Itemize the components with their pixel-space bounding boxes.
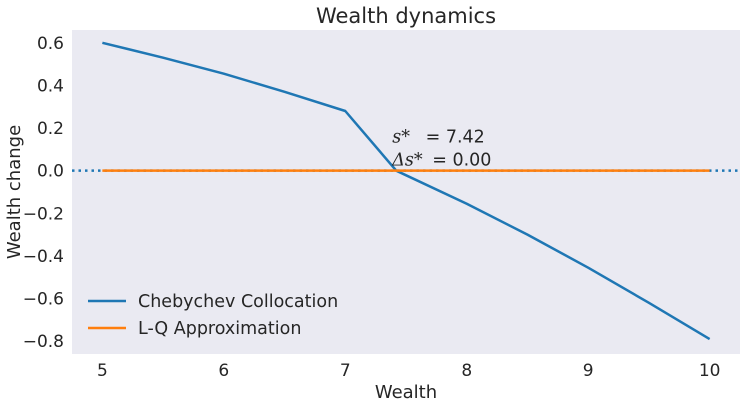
legend-label-lq: L-Q Approximation	[138, 319, 301, 339]
x-tick-label: 9	[583, 361, 594, 381]
x-tick-label: 8	[461, 361, 472, 381]
annotation-value-delta-s: = 0.00	[432, 151, 491, 171]
y-tick-label: 0.2	[37, 119, 64, 139]
steady-state-annotation: s* = 7.42 Δs* = 0.00	[391, 128, 491, 171]
y-tick-label: −0.4	[23, 247, 64, 267]
chart-marks	[72, 41, 740, 341]
x-tick-label: 5	[97, 361, 108, 381]
y-tick-label: −0.8	[23, 332, 64, 352]
y-tick-label: 0.0	[37, 162, 64, 182]
x-axis-label: Wealth	[375, 382, 437, 403]
x-tick-label: 10	[699, 361, 721, 381]
y-axis-label: Wealth change	[4, 125, 25, 259]
x-tick-label: 6	[218, 361, 229, 381]
legend: Chebychev Collocation L-Q Approximation	[88, 292, 338, 339]
y-tick-label: −0.2	[23, 204, 64, 224]
y-tick-label: 0.4	[37, 76, 64, 96]
x-tick-label: 7	[340, 361, 351, 381]
legend-label-chebychev: Chebychev Collocation	[138, 292, 338, 312]
annotation-symbol-s: s*	[392, 128, 410, 148]
y-tick-label: 0.6	[37, 34, 64, 54]
y-tick-label: −0.6	[23, 290, 64, 310]
plot-area	[72, 30, 740, 354]
annotation-symbol-delta-s: Δs*	[391, 151, 423, 171]
axis-ticks: 5 6 7 8 9 10 0.6 0.4 0.2 0.0 −0.2 −0.4 −0.6 −0.8	[23, 34, 721, 381]
annotation-line-2: Δs* = 0.00	[391, 151, 491, 171]
annotation-line-1: s* = 7.42	[392, 128, 485, 148]
chart-title: Wealth dynamics	[316, 4, 496, 28]
annotation-value-s: = 7.42	[426, 128, 485, 148]
